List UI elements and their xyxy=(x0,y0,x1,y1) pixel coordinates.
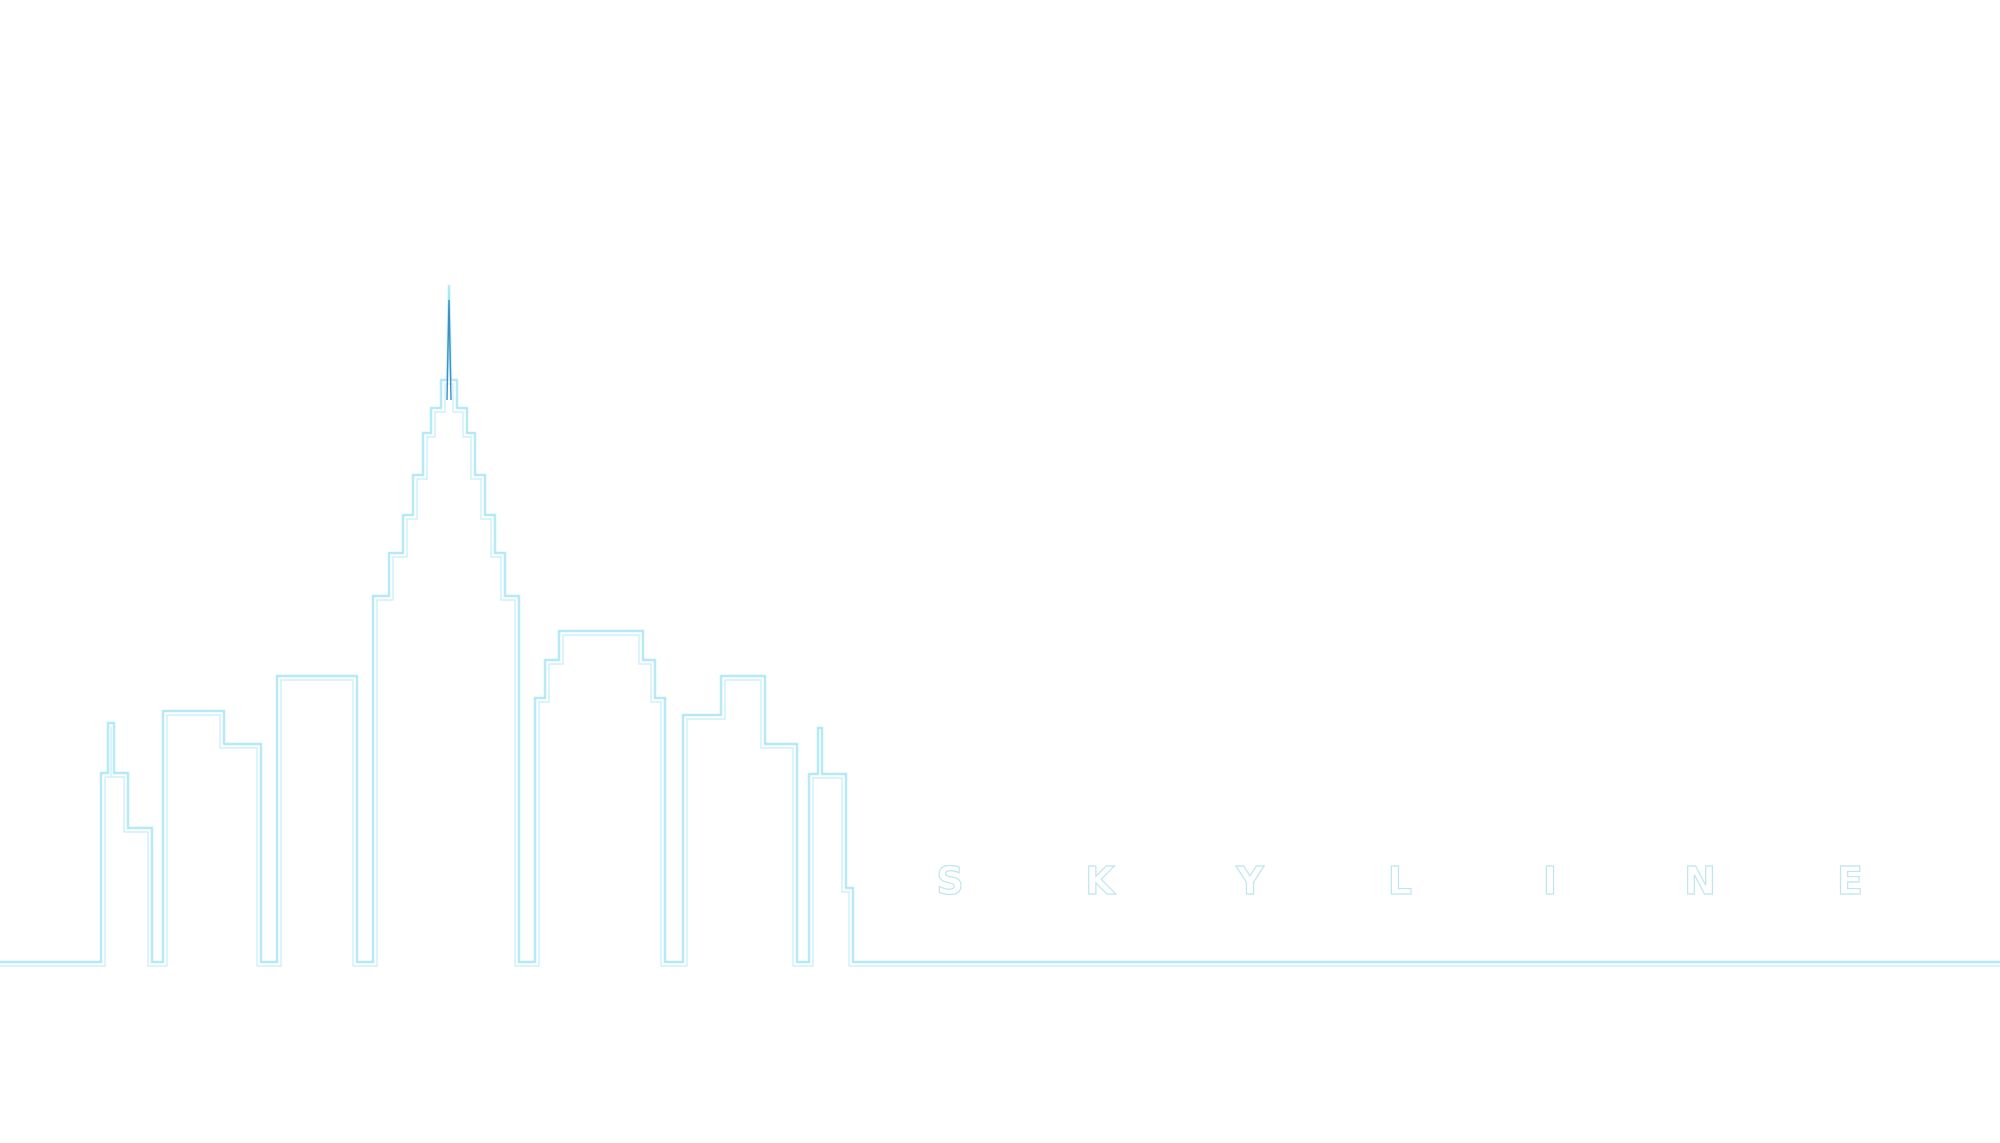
wordmark-letter-l: L xyxy=(1387,859,1413,903)
skyline-wordmark: S K Y L I N E xyxy=(930,859,1870,903)
wordmark-letter-i: I xyxy=(1542,859,1558,903)
wordmark-letter-s: S xyxy=(936,859,965,903)
spire-icon xyxy=(446,299,452,401)
city-outline-offset xyxy=(0,383,2000,967)
wordmark-letter-e: E xyxy=(1836,859,1863,903)
wordmark-letter-n: N xyxy=(1683,859,1716,903)
wordmark-letter-y: Y xyxy=(1236,859,1265,903)
city-outline xyxy=(0,284,2000,963)
wordmark-letter-k: K xyxy=(1085,859,1116,903)
